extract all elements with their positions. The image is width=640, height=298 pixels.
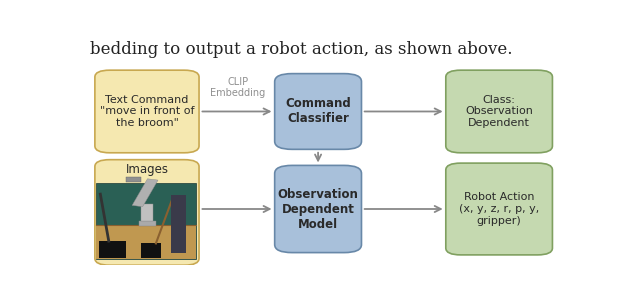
Text: Text Command
"move in front of
the broom": Text Command "move in front of the broom… — [100, 95, 194, 128]
Bar — [99, 241, 126, 258]
FancyBboxPatch shape — [446, 163, 552, 255]
Bar — [138, 221, 156, 226]
Text: Images: Images — [125, 164, 168, 176]
Text: CLIP
Embedding: CLIP Embedding — [210, 77, 266, 98]
Text: bedding to output a robot action, as shown above.: bedding to output a robot action, as sho… — [90, 41, 513, 58]
Bar — [126, 177, 141, 182]
Bar — [141, 243, 161, 258]
Text: Robot Action
(x, y, z, r, p, y,
gripper): Robot Action (x, y, z, r, p, y, gripper) — [459, 193, 540, 226]
FancyBboxPatch shape — [95, 160, 199, 265]
Text: Command
Classifier: Command Classifier — [285, 97, 351, 125]
FancyBboxPatch shape — [446, 70, 552, 153]
Text: Observation
Dependent
Model: Observation Dependent Model — [278, 187, 358, 230]
Bar — [171, 195, 186, 253]
FancyBboxPatch shape — [95, 70, 199, 153]
FancyBboxPatch shape — [275, 74, 362, 149]
Text: Class:
Observation
Dependent: Class: Observation Dependent — [465, 95, 533, 128]
FancyBboxPatch shape — [275, 165, 362, 253]
Bar — [97, 225, 196, 260]
Bar — [132, 179, 158, 207]
Bar — [141, 204, 154, 221]
Bar — [97, 183, 196, 260]
